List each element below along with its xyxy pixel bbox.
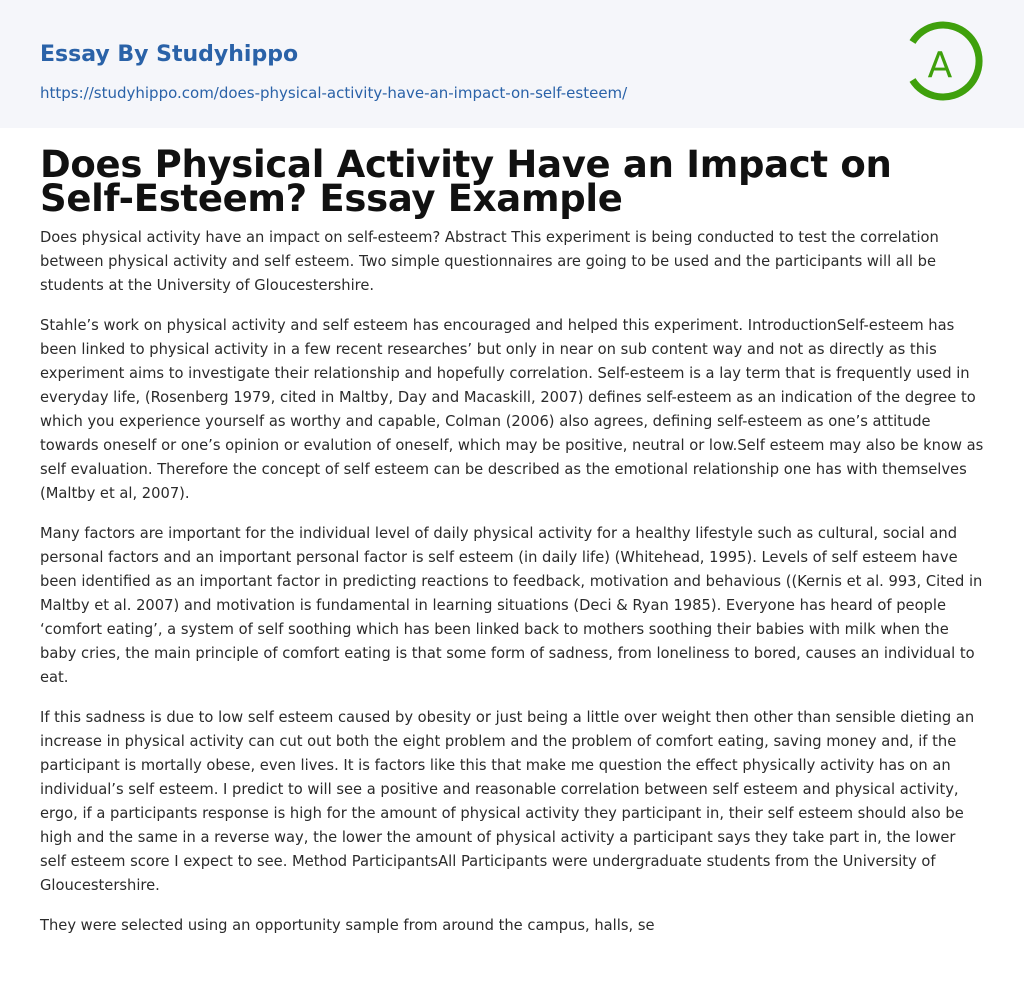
article-paragraph: Does physical activity have an impact on… (40, 229, 939, 294)
article-paragraph: Many factors are important for the indiv… (40, 525, 983, 686)
article-paragraph: If this sadness is due to low self estee… (40, 709, 975, 894)
article-paragraph: Stahle’s work on physical activity and s… (40, 317, 984, 502)
site-header: Essay By Studyhippo https://studyhippo.c… (0, 0, 1024, 128)
page-title: Does Physical Activity Have an Impact on… (40, 143, 892, 220)
studyhippo-logo-icon[interactable]: A (900, 16, 990, 106)
brand-title: Essay By Studyhippo (40, 42, 299, 67)
essay-url-link[interactable]: https://studyhippo.com/does-physical-act… (40, 84, 628, 102)
article-paragraph: They were selected using an opportunity … (40, 917, 655, 934)
svg-text:A: A (928, 45, 953, 86)
article: Does Physical Activity Have an Impact on… (0, 128, 1024, 938)
